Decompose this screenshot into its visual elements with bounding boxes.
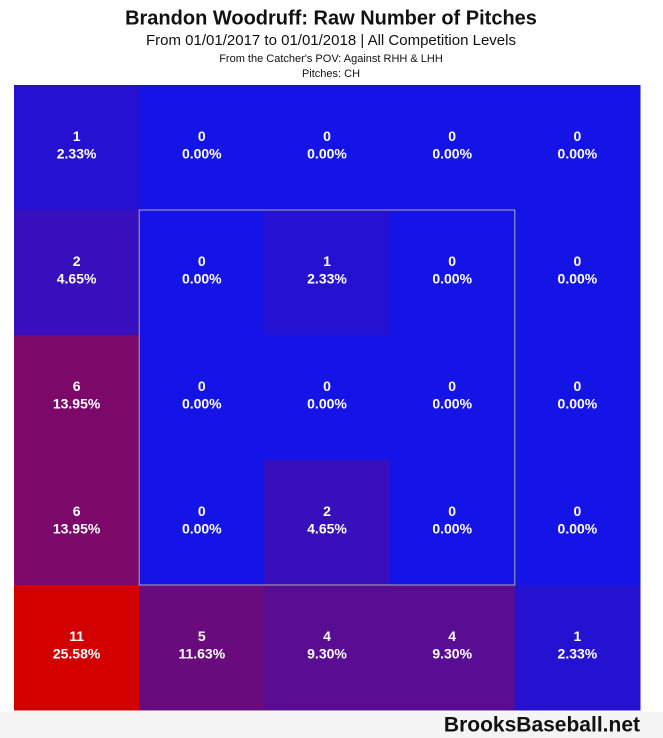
cell-count: 0 <box>574 503 582 519</box>
heat-cell <box>14 585 140 711</box>
heat-cell <box>389 335 516 461</box>
cell-count: 0 <box>448 378 456 394</box>
heat-cell <box>514 85 641 211</box>
cell-share: 0.00% <box>182 146 222 162</box>
cell-count: 0 <box>198 128 206 144</box>
heat-cell <box>14 210 140 336</box>
heat-cell <box>389 460 516 586</box>
cell-count: 0 <box>323 378 331 394</box>
cell-count: 0 <box>574 253 582 269</box>
cell-share: 4.65% <box>307 521 347 537</box>
cell-count: 2 <box>323 503 331 519</box>
cell-share: 0.00% <box>307 146 347 162</box>
heat-cell <box>264 85 391 211</box>
heat-cell <box>514 210 641 336</box>
cell-share: 4.65% <box>57 271 97 287</box>
cell-count: 1 <box>574 628 582 644</box>
cell-share: 2.33% <box>307 271 347 287</box>
cell-count: 11 <box>69 628 84 644</box>
heat-cell <box>264 335 391 461</box>
chart-subtitle: From 01/01/2017 to 01/01/2018 | All Comp… <box>146 32 516 49</box>
cell-share: 0.00% <box>432 146 472 162</box>
cell-share: 0.00% <box>182 521 222 537</box>
heat-cell <box>264 210 391 336</box>
cell-share: 25.58% <box>53 646 101 662</box>
heat-cell <box>514 585 641 711</box>
heat-cell <box>139 210 265 336</box>
cell-count: 0 <box>198 253 206 269</box>
heat-cell <box>139 335 265 461</box>
heat-cell <box>514 335 641 461</box>
heat-cell <box>14 335 140 461</box>
cell-count: 6 <box>73 503 81 519</box>
heat-cell <box>514 460 641 586</box>
heat-cell <box>139 85 265 211</box>
footer-credit: BrooksBaseball.net <box>444 714 640 737</box>
cell-count: 1 <box>73 128 81 144</box>
heat-cell <box>14 85 140 211</box>
cell-share: 2.33% <box>57 146 97 162</box>
heat-cell <box>389 585 516 711</box>
cell-share: 9.30% <box>307 646 347 662</box>
cell-count: 0 <box>574 128 582 144</box>
cell-share: 0.00% <box>182 396 222 412</box>
cell-count: 0 <box>323 128 331 144</box>
cell-share: 0.00% <box>307 396 347 412</box>
heat-cell <box>389 85 516 211</box>
cell-share: 0.00% <box>558 146 598 162</box>
cell-count: 0 <box>448 253 456 269</box>
cell-share: 0.00% <box>558 396 598 412</box>
cell-share: 0.00% <box>432 521 472 537</box>
strike-zone <box>138 209 516 586</box>
cell-count: 0 <box>198 503 206 519</box>
cell-count: 0 <box>448 128 456 144</box>
chart-title: Brandon Woodruff: Raw Number of Pitches <box>125 7 537 29</box>
cell-count: 0 <box>448 503 456 519</box>
cell-share: 0.00% <box>432 271 472 287</box>
heat-cell <box>139 460 265 586</box>
cell-share: 13.95% <box>53 521 101 537</box>
cell-share: 9.30% <box>432 646 472 662</box>
heat-cell <box>14 460 140 586</box>
heat-cell <box>139 585 265 711</box>
cell-count: 0 <box>198 378 206 394</box>
cell-count: 4 <box>323 628 331 644</box>
cell-share: 0.00% <box>432 396 472 412</box>
cell-count: 5 <box>198 628 206 644</box>
cell-share: 0.00% <box>182 271 222 287</box>
chart-note: Pitches: CH <box>302 68 360 80</box>
cell-count: 1 <box>323 253 331 269</box>
cell-count: 6 <box>73 378 81 394</box>
cell-share: 0.00% <box>558 521 598 537</box>
cell-count: 0 <box>574 378 582 394</box>
chart-note: From the Catcher's POV: Against RHH & LH… <box>219 53 443 65</box>
cell-count: 2 <box>73 253 81 269</box>
heat-cell <box>389 210 516 336</box>
cell-share: 11.63% <box>178 646 225 662</box>
heat-cell <box>264 585 391 711</box>
cell-count: 4 <box>448 628 456 644</box>
footer-band <box>0 712 663 738</box>
cell-share: 13.95% <box>53 396 101 412</box>
heat-cell <box>264 460 391 586</box>
cell-share: 0.00% <box>558 271 598 287</box>
cell-share: 2.33% <box>558 646 598 662</box>
